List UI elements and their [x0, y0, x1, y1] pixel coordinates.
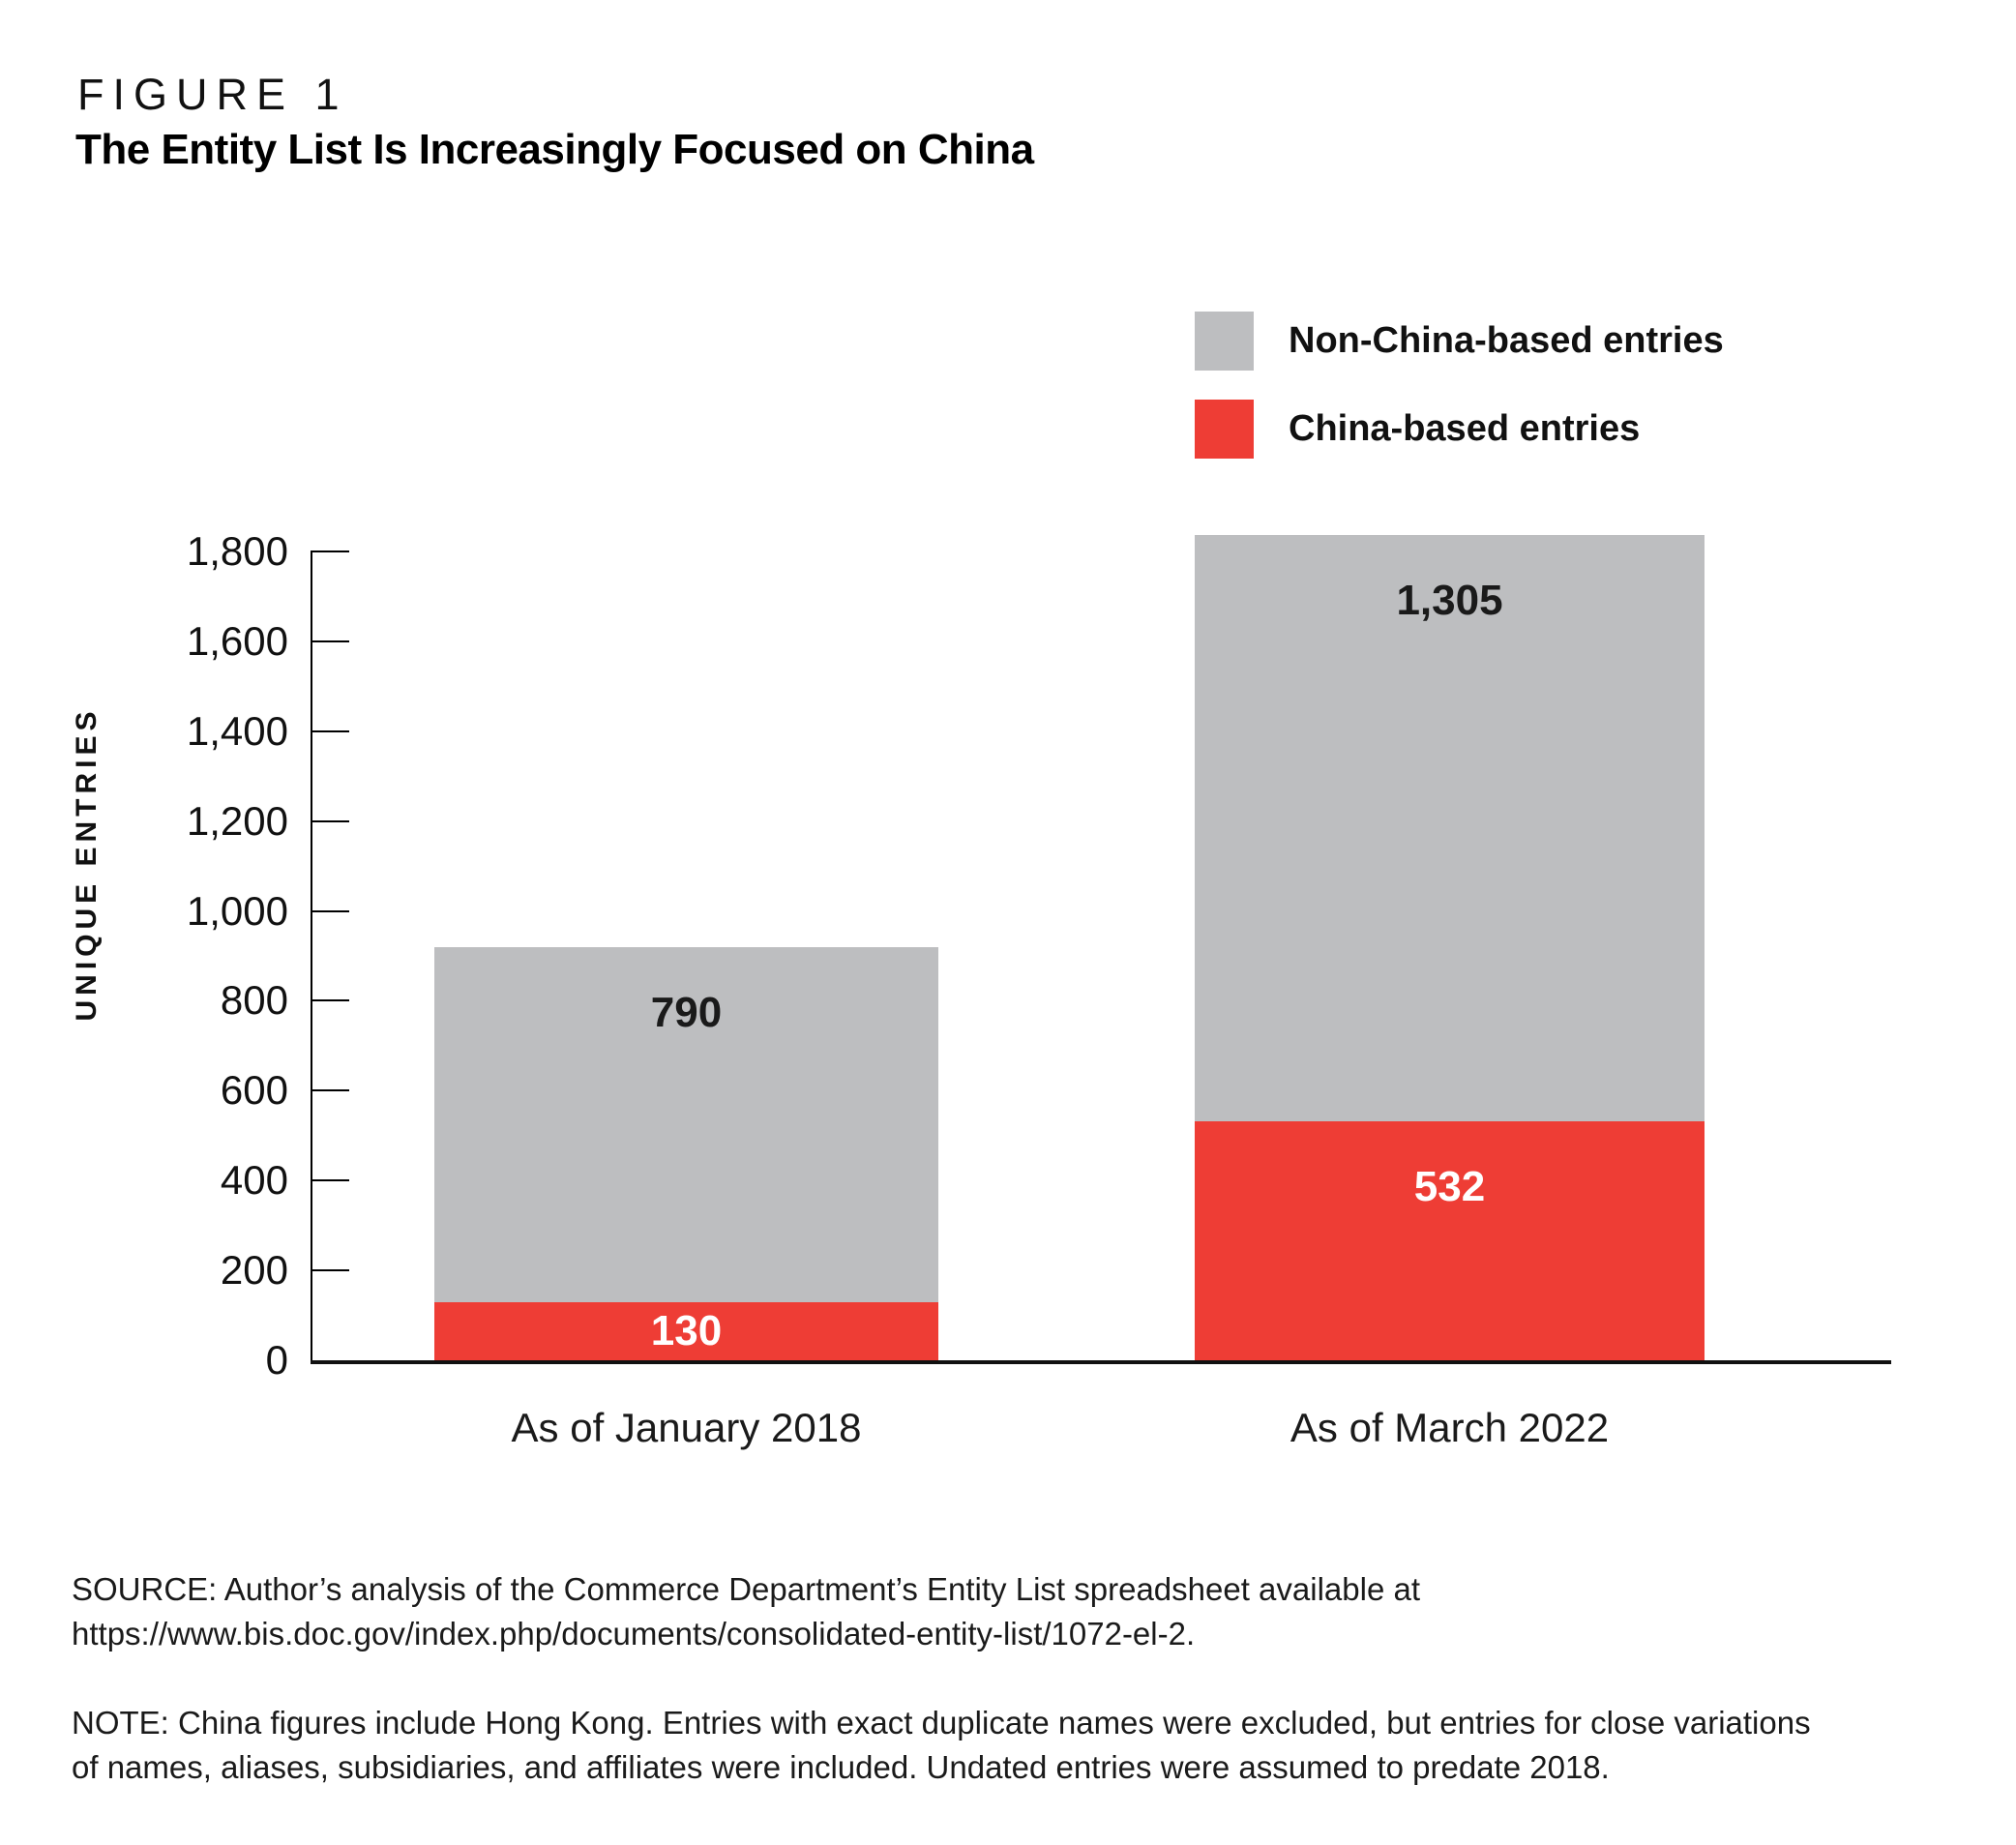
legend-swatch-china	[1195, 400, 1254, 459]
y-axis-tick-label: 400	[220, 1157, 288, 1204]
source-line-2: https://www.bis.doc.gov/index.php/docume…	[72, 1616, 1196, 1652]
y-axis-tick-label: 1,000	[186, 887, 288, 934]
y-axis-tick-label: 200	[220, 1247, 288, 1294]
legend-label-china: China-based entries	[1289, 408, 1641, 449]
y-axis-tick-label: 0	[265, 1337, 288, 1383]
figure-label: FIGURE 1	[77, 70, 348, 119]
y-axis-tick	[311, 819, 349, 822]
y-axis-tick	[311, 999, 349, 1002]
bar-segment-non-china-1	[1195, 534, 1705, 1121]
legend-item-china: China-based entries	[1195, 400, 1640, 459]
y-axis-tick	[311, 1179, 349, 1182]
y-axis-tick	[311, 640, 349, 642]
legend-swatch-non-china	[1195, 312, 1254, 371]
source-text: SOURCE: Author’s analysis of the Commerc…	[72, 1567, 1420, 1656]
note-line-2: of names, aliases, subsidiaries, and aff…	[72, 1749, 1610, 1785]
note-line-1: NOTE: China figures include Hong Kong. E…	[72, 1705, 1811, 1741]
bar-value-label-china-0: 130	[650, 1306, 723, 1354]
x-axis-category-label-1: As of March 2022	[1290, 1405, 1610, 1450]
note-text: NOTE: China figures include Hong Kong. E…	[72, 1701, 1811, 1790]
bar-segment-china-0	[434, 1301, 938, 1360]
y-axis-tick-label: 600	[220, 1067, 288, 1114]
x-axis-category-label-0: As of January 2018	[511, 1405, 862, 1450]
y-axis-tick-label: 800	[220, 977, 288, 1024]
source-line-1: SOURCE: Author’s analysis of the Commerc…	[72, 1571, 1420, 1607]
y-axis-tick	[311, 1269, 349, 1272]
y-axis-line	[311, 551, 312, 1362]
y-axis-tick-label: 1,800	[186, 528, 288, 574]
bar-segment-non-china-0	[434, 946, 938, 1302]
bar-segment-china-1	[1195, 1120, 1705, 1360]
y-axis-tick-label: 1,600	[186, 617, 288, 664]
page-title: The Entity List Is Increasingly Focused …	[75, 126, 1034, 173]
y-axis-tick	[311, 551, 349, 552]
y-axis-tick	[311, 729, 349, 732]
y-axis-tick	[311, 909, 349, 912]
y-axis-tick-label: 1,200	[186, 797, 288, 844]
legend-item-non-china: Non-China-based entries	[1195, 312, 1724, 371]
bar-value-label-china-1: 532	[1413, 1162, 1486, 1210]
legend-label-non-china: Non-China-based entries	[1289, 320, 1724, 361]
bar-value-label-non-china-1: 1,305	[1396, 576, 1503, 624]
y-axis-tick	[311, 1089, 349, 1092]
bar-value-label-non-china-0: 790	[650, 988, 723, 1036]
x-axis-line	[311, 1360, 1891, 1364]
y-axis-tick-label: 1,400	[186, 707, 288, 754]
